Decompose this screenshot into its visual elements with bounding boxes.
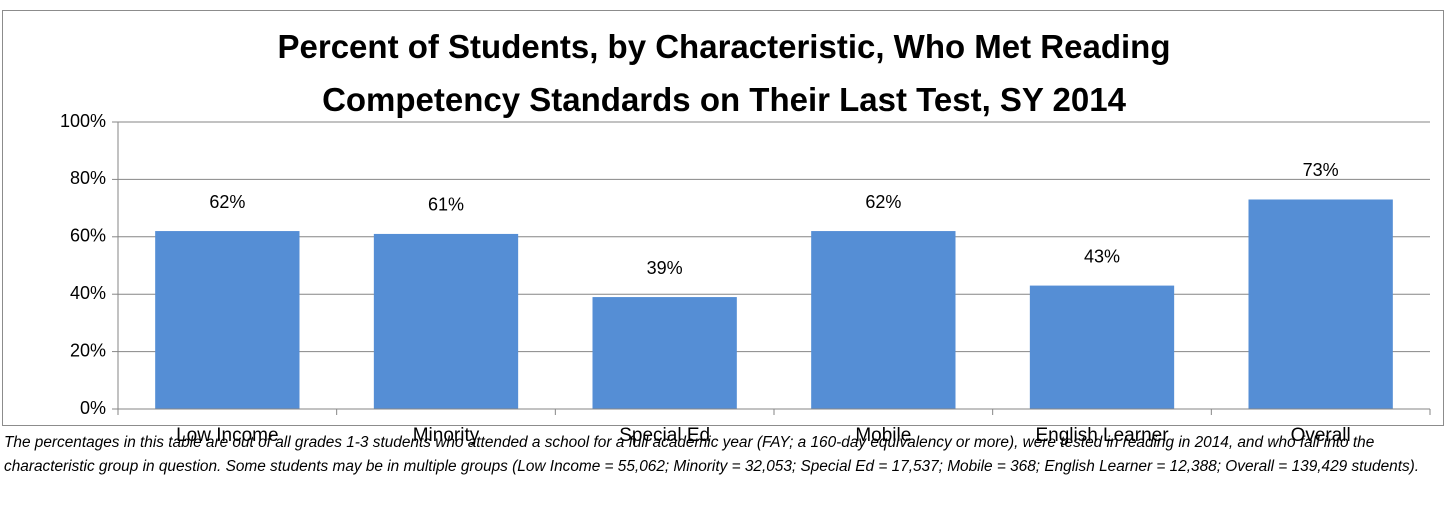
bar <box>1248 199 1393 409</box>
data-label: 61% <box>428 195 464 215</box>
footnote: The percentages in this table are out of… <box>4 434 1420 475</box>
data-label: 62% <box>209 192 245 212</box>
y-tick-label: 60% <box>70 226 106 246</box>
data-label: 39% <box>647 258 683 278</box>
y-tick-label: 40% <box>70 283 106 303</box>
data-label: 73% <box>1303 160 1339 180</box>
x-tick-label: Special Ed <box>619 425 710 446</box>
y-tick-label: 100% <box>60 111 106 131</box>
data-label: 62% <box>865 192 901 212</box>
bar <box>373 233 519 409</box>
bar <box>592 297 737 409</box>
y-tick-label: 20% <box>70 340 106 360</box>
bar <box>811 231 956 409</box>
chart-title: Percent of Students, by Characteristic, … <box>277 28 1171 118</box>
x-tick-label: English Learner <box>1035 425 1169 446</box>
x-tick-label: Mobile <box>855 425 911 446</box>
y-tick-label: 0% <box>80 398 106 418</box>
chart-frame <box>2 10 1444 426</box>
y-tick-label: 80% <box>70 168 106 188</box>
data-label: 43% <box>1084 246 1120 266</box>
bar <box>1029 285 1175 409</box>
bar <box>155 231 300 409</box>
x-tick-label: Minority <box>413 425 480 446</box>
x-tick-label: Overall <box>1291 425 1351 446</box>
x-tick-label: Low Income <box>176 425 278 446</box>
